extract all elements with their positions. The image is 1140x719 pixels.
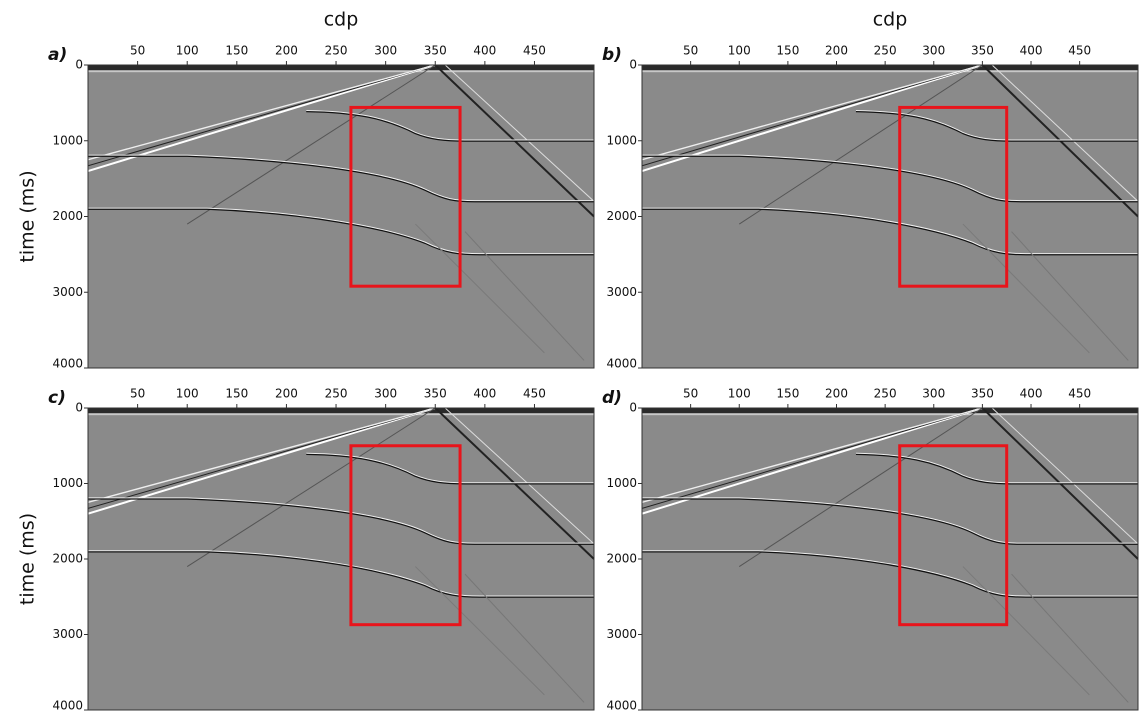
panel-label: d) <box>602 388 622 408</box>
x-tick-label: 250 <box>325 387 348 401</box>
y-tick-label: 4000 <box>606 699 637 713</box>
x-tick-label: 450 <box>523 387 546 401</box>
x-tick-label: 400 <box>473 387 496 401</box>
seismic-image <box>88 408 594 710</box>
x-tick-label: 50 <box>683 44 698 58</box>
x-tick-label: 300 <box>374 44 397 58</box>
panel-label: b) <box>602 45 622 65</box>
x-tick-label: 450 <box>1068 387 1091 401</box>
x-tick-label: 150 <box>776 44 799 58</box>
seismic-image <box>88 65 594 368</box>
y-axis-title: time (ms) <box>17 513 39 605</box>
y-tick-label: 4000 <box>606 357 637 371</box>
x-tick-label: 50 <box>130 387 145 401</box>
x-tick-label: 400 <box>1020 44 1043 58</box>
x-tick-label: 300 <box>922 44 945 58</box>
y-tick-label: 3000 <box>606 285 637 299</box>
x-tick-label: 350 <box>424 44 447 58</box>
x-axis-title: cdp <box>873 9 908 31</box>
x-tick-label: 150 <box>225 44 248 58</box>
y-tick-label: 2000 <box>606 209 637 223</box>
section <box>642 408 1138 710</box>
x-tick-label: 150 <box>225 387 248 401</box>
y-axis-title: time (ms) <box>17 170 39 262</box>
y-tick-label: 1000 <box>606 476 637 490</box>
x-tick-label: 200 <box>825 44 848 58</box>
y-tick-label: 1000 <box>52 133 83 147</box>
y-tick-label: 3000 <box>52 285 83 299</box>
y-tick-label: 2000 <box>52 552 83 566</box>
x-tick-label: 400 <box>473 44 496 58</box>
section <box>642 65 1138 368</box>
x-tick-label: 300 <box>374 387 397 401</box>
panel-label: a) <box>48 45 67 65</box>
y-tick-label: 4000 <box>52 699 83 713</box>
x-tick-label: 300 <box>922 387 945 401</box>
y-tick-label: 3000 <box>52 627 83 641</box>
y-tick-label: 2000 <box>52 209 83 223</box>
y-tick-label: 1000 <box>52 476 83 490</box>
panel: 50 100 150 200 250 300 350 400 450 0 1000 2000 3000 4… <box>17 387 595 713</box>
x-tick-label: 100 <box>176 387 199 401</box>
x-tick-label: 50 <box>683 387 698 401</box>
highlight-box <box>898 444 1009 627</box>
x-tick-label: 200 <box>825 387 848 401</box>
x-tick-label: 350 <box>971 387 994 401</box>
section <box>88 408 594 710</box>
x-tick-label: 250 <box>874 44 897 58</box>
x-tick-label: 250 <box>325 44 348 58</box>
y-tick-label: 2000 <box>606 552 637 566</box>
y-tick-label: 0 <box>75 58 83 72</box>
panel: 50 100 150 200 250 300 350 400 450 0 1000 2000 3000 4… <box>602 9 1139 371</box>
x-tick-label: 350 <box>971 44 994 58</box>
x-tick-label: 250 <box>874 387 897 401</box>
x-tick-label: 350 <box>424 387 447 401</box>
y-tick-label: 0 <box>629 58 637 72</box>
panel: 50 100 150 200 250 300 350 400 450 0 1000 2000 3000 4… <box>17 9 595 371</box>
section <box>88 65 594 368</box>
x-tick-label: 50 <box>130 44 145 58</box>
highlight-box <box>349 444 462 627</box>
x-tick-label: 200 <box>275 387 298 401</box>
y-tick-label: 0 <box>629 401 637 415</box>
y-tick-label: 3000 <box>606 627 637 641</box>
x-tick-label: 150 <box>776 387 799 401</box>
x-tick-label: 100 <box>728 44 751 58</box>
x-tick-label: 200 <box>275 44 298 58</box>
x-tick-label: 100 <box>728 387 751 401</box>
y-tick-label: 4000 <box>52 357 83 371</box>
seismic-image <box>642 65 1138 368</box>
seismic-image <box>642 408 1138 710</box>
x-tick-label: 100 <box>176 44 199 58</box>
y-tick-label: 0 <box>75 401 83 415</box>
x-tick-label: 450 <box>523 44 546 58</box>
highlight-box <box>898 105 1009 288</box>
highlight-box <box>349 105 462 288</box>
x-tick-label: 400 <box>1020 387 1043 401</box>
x-axis-title: cdp <box>324 9 359 31</box>
panel: 50 100 150 200 250 300 350 400 450 0 1000 2000 3000 4… <box>602 387 1139 713</box>
panel-label: c) <box>48 388 66 408</box>
y-tick-label: 1000 <box>606 133 637 147</box>
x-tick-label: 450 <box>1068 44 1091 58</box>
